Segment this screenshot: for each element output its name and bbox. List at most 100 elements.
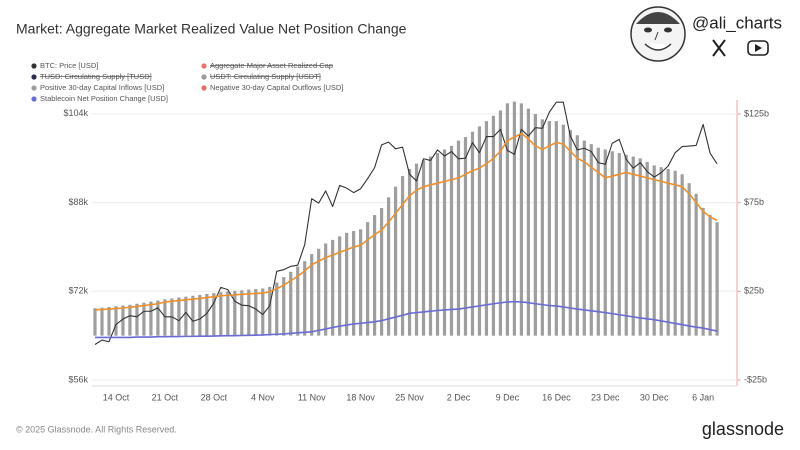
bar <box>442 149 447 336</box>
bar <box>589 144 593 336</box>
bar <box>407 168 412 336</box>
x-tick-label: 2 Dec <box>447 392 471 402</box>
bar <box>624 154 628 336</box>
legend-label: Stablecoin Net Position Change [USD] <box>40 94 168 103</box>
bar <box>317 248 321 336</box>
bar <box>100 307 104 336</box>
bar <box>233 290 237 336</box>
x-tick-label: 4 Nov <box>251 392 275 402</box>
bar <box>659 167 663 336</box>
bar <box>519 103 523 336</box>
bar <box>303 261 307 336</box>
bar <box>631 156 635 336</box>
bar <box>715 222 719 336</box>
bar <box>547 121 551 336</box>
bar <box>652 165 656 336</box>
bar <box>561 124 565 336</box>
bar <box>568 129 572 336</box>
bar <box>163 299 167 336</box>
bar <box>324 243 328 336</box>
bar <box>680 174 684 336</box>
x-tick-label: 21 Oct <box>152 392 179 402</box>
bar <box>184 296 188 336</box>
copyright: © 2025 Glassnode. All Rights Reserved. <box>16 424 177 434</box>
bar <box>575 135 579 336</box>
bar <box>149 301 153 336</box>
x-tick-label: 16 Dec <box>542 392 571 402</box>
bar <box>708 215 712 336</box>
legend-label: USDT: Circulating Supply [USDT] <box>210 72 321 81</box>
bar <box>386 197 391 336</box>
line <box>94 132 718 311</box>
bar <box>484 121 489 336</box>
bar <box>191 295 195 336</box>
bar <box>156 300 160 336</box>
line <box>95 300 718 339</box>
x-tick-label: 14 Oct <box>103 392 130 402</box>
legend-label: Aggregate Major Asset Realized Cap <box>210 61 333 70</box>
bar <box>617 153 621 336</box>
bar <box>421 160 426 336</box>
bar <box>701 207 705 336</box>
bar <box>666 168 670 336</box>
bar <box>177 297 181 336</box>
bar <box>310 254 314 336</box>
bar <box>114 306 118 336</box>
legend-label: Positive 30-day Capital Inflows [USD] <box>40 83 164 92</box>
y-tick-label: $104k <box>63 108 88 118</box>
y-tick-label: $72k <box>68 286 88 296</box>
y-tick-label: $88k <box>68 197 88 207</box>
bar <box>338 236 342 336</box>
legend-marker <box>201 74 207 80</box>
y-tick-label: $56k <box>68 374 88 384</box>
bar <box>596 147 600 336</box>
legend-marker <box>31 63 37 69</box>
bar <box>540 119 544 336</box>
bar <box>247 289 251 336</box>
bar <box>240 290 244 336</box>
bar <box>93 308 97 336</box>
bar <box>379 207 384 336</box>
social-icons <box>712 39 769 57</box>
bar <box>212 293 216 336</box>
bar <box>645 161 649 336</box>
bar <box>261 288 265 336</box>
bar <box>582 140 586 336</box>
bar <box>345 232 349 336</box>
bar <box>135 303 139 336</box>
bar <box>491 115 496 336</box>
bar <box>282 277 286 336</box>
bar <box>296 266 300 336</box>
bar <box>275 282 279 336</box>
handle: @ali_charts <box>692 13 782 32</box>
x-tick-label: 23 Dec <box>591 392 620 402</box>
bar <box>289 271 293 336</box>
bar <box>610 151 614 336</box>
y2-tick-label: $125b <box>744 108 769 118</box>
avatar <box>630 6 686 62</box>
bar <box>331 239 335 336</box>
legend-marker <box>201 63 207 69</box>
bar <box>638 158 642 336</box>
bar <box>359 229 363 336</box>
bar <box>366 222 370 336</box>
bar <box>463 137 468 336</box>
bar <box>687 183 691 336</box>
bar <box>393 186 398 336</box>
bar <box>533 114 537 336</box>
x-tick-label: 6 Jan <box>692 392 714 402</box>
y2-tick-label: $25b <box>744 286 764 296</box>
y2-tick-label: -$25b <box>744 374 767 384</box>
x-tick-label: 11 Nov <box>298 392 326 402</box>
bar <box>449 145 454 336</box>
bar <box>373 215 377 336</box>
bar <box>107 306 111 336</box>
x-tick-label: 28 Oct <box>201 392 228 402</box>
x-tick-label: 18 Nov <box>346 392 375 402</box>
legend-marker <box>31 74 37 80</box>
bar <box>603 149 607 336</box>
legend-marker <box>201 85 207 91</box>
bar <box>512 101 516 336</box>
